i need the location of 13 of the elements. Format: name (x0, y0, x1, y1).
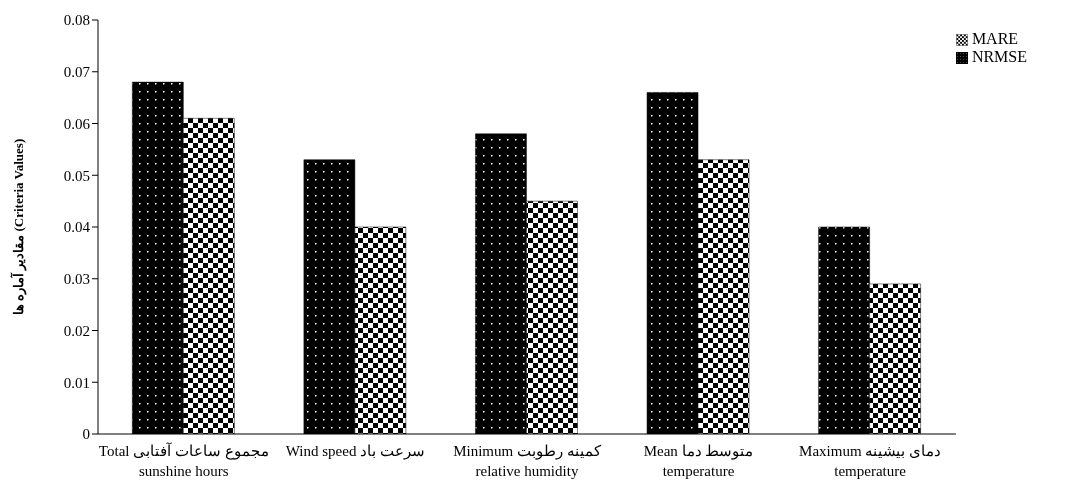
y-tick-label: 0.01 (63, 374, 90, 391)
x-tick-label: Wind speed سرعت باد (285, 443, 425, 460)
legend-label: MARE (971, 30, 1019, 47)
y-tick-label: 0.05 (63, 167, 90, 184)
y-tick-label: 0 (82, 426, 90, 443)
y-axis-title: مقادیر آماره ها (Criteria Values) (9, 138, 27, 316)
y-tick-label: 0.06 (63, 115, 91, 132)
y-tick-label: 0.02 (63, 322, 90, 339)
y-tick-label: 0.04 (63, 219, 91, 236)
y-tick-label: 0.08 (63, 12, 90, 29)
y-tick-label: 0.07 (63, 64, 91, 81)
legend-label: NRMSE (971, 48, 1027, 65)
y-tick-label: 0.03 (63, 271, 90, 288)
